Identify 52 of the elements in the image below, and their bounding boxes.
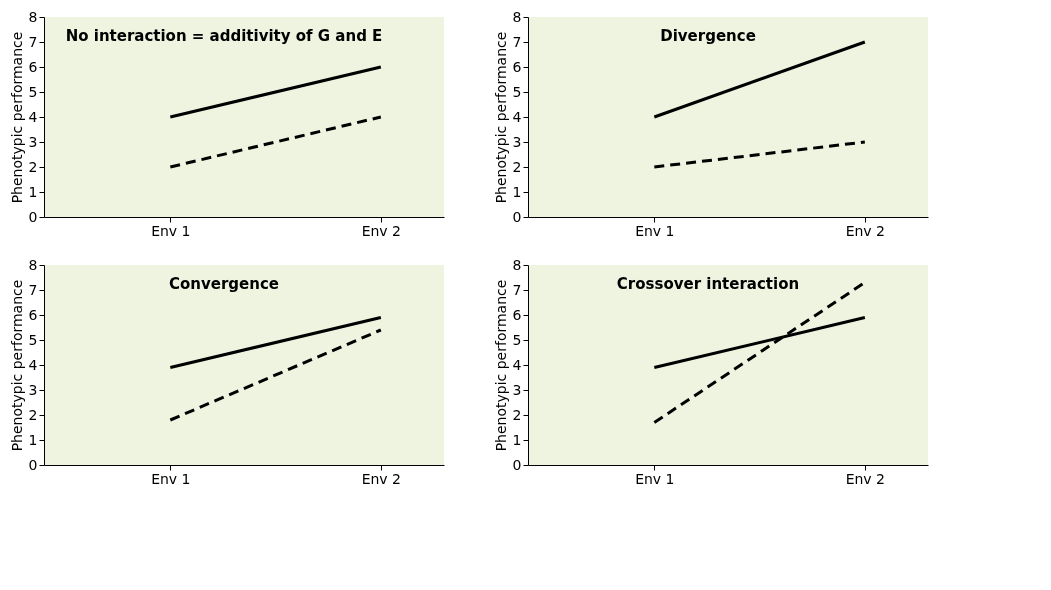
text: No interaction = additivity of G and E	[65, 27, 383, 45]
x-tick-label: Env 2	[361, 470, 402, 487]
text: Convergence	[169, 275, 279, 293]
y-tick-label: 0	[512, 456, 522, 473]
x-tick-label: Env 1	[635, 470, 675, 487]
y-tick-label: 4	[28, 356, 38, 373]
x-tick-label: Env 2	[845, 470, 886, 487]
y-axis-title: Phenotypic performance	[492, 279, 509, 452]
y-axis-title: Phenotypic performance	[492, 31, 509, 204]
y-tick-label: 0	[512, 208, 522, 225]
y-tick-label: 3	[512, 133, 522, 150]
x-tick-label: Env 2	[845, 222, 886, 239]
y-tick-label: 3	[28, 133, 38, 150]
y-tick-label: 7	[28, 281, 38, 298]
y-tick-label: 6	[28, 306, 38, 323]
text: Divergence	[660, 27, 756, 45]
y-tick-label: 4	[512, 108, 522, 125]
y-tick-label: 5	[512, 83, 522, 100]
y-tick-label: 4	[512, 356, 522, 373]
x-tick-label: Env 2	[361, 222, 402, 239]
y-tick-label: 3	[28, 381, 38, 398]
y-axis-title: Phenotypic performance	[8, 279, 25, 452]
y-tick-label: 4	[28, 108, 38, 125]
y-axis-title: Phenotypic performance	[8, 31, 25, 204]
y-tick-label: 1	[512, 183, 522, 200]
y-tick-label: 0	[28, 456, 38, 473]
y-tick-label: 6	[512, 306, 522, 323]
text: Crossover interaction	[616, 275, 800, 293]
y-tick-label: 8	[28, 256, 38, 273]
y-tick-label: 8	[512, 256, 522, 273]
y-tick-label: 6	[512, 58, 522, 75]
y-tick-label: 7	[512, 33, 522, 50]
y-tick-label: 5	[512, 331, 522, 348]
y-tick-label: 5	[28, 331, 38, 348]
y-tick-label: 1	[28, 183, 38, 200]
x-tick-label: Env 1	[151, 470, 191, 487]
y-tick-label: 2	[28, 406, 38, 423]
y-tick-label: 8	[28, 8, 38, 25]
y-tick-label: 7	[28, 33, 38, 50]
y-tick-label: 2	[28, 158, 38, 175]
y-tick-label: 5	[28, 83, 38, 100]
y-tick-label: 2	[512, 406, 522, 423]
y-tick-label: 3	[512, 381, 522, 398]
y-tick-label: 1	[512, 431, 522, 448]
x-tick-label: Env 1	[635, 222, 675, 239]
y-tick-label: 2	[512, 158, 522, 175]
y-tick-label: 6	[28, 58, 38, 75]
y-tick-label: 1	[28, 431, 38, 448]
x-tick-label: Env 1	[151, 222, 191, 239]
y-tick-label: 8	[512, 8, 522, 25]
y-tick-label: 0	[28, 208, 38, 225]
y-tick-label: 7	[512, 281, 522, 298]
